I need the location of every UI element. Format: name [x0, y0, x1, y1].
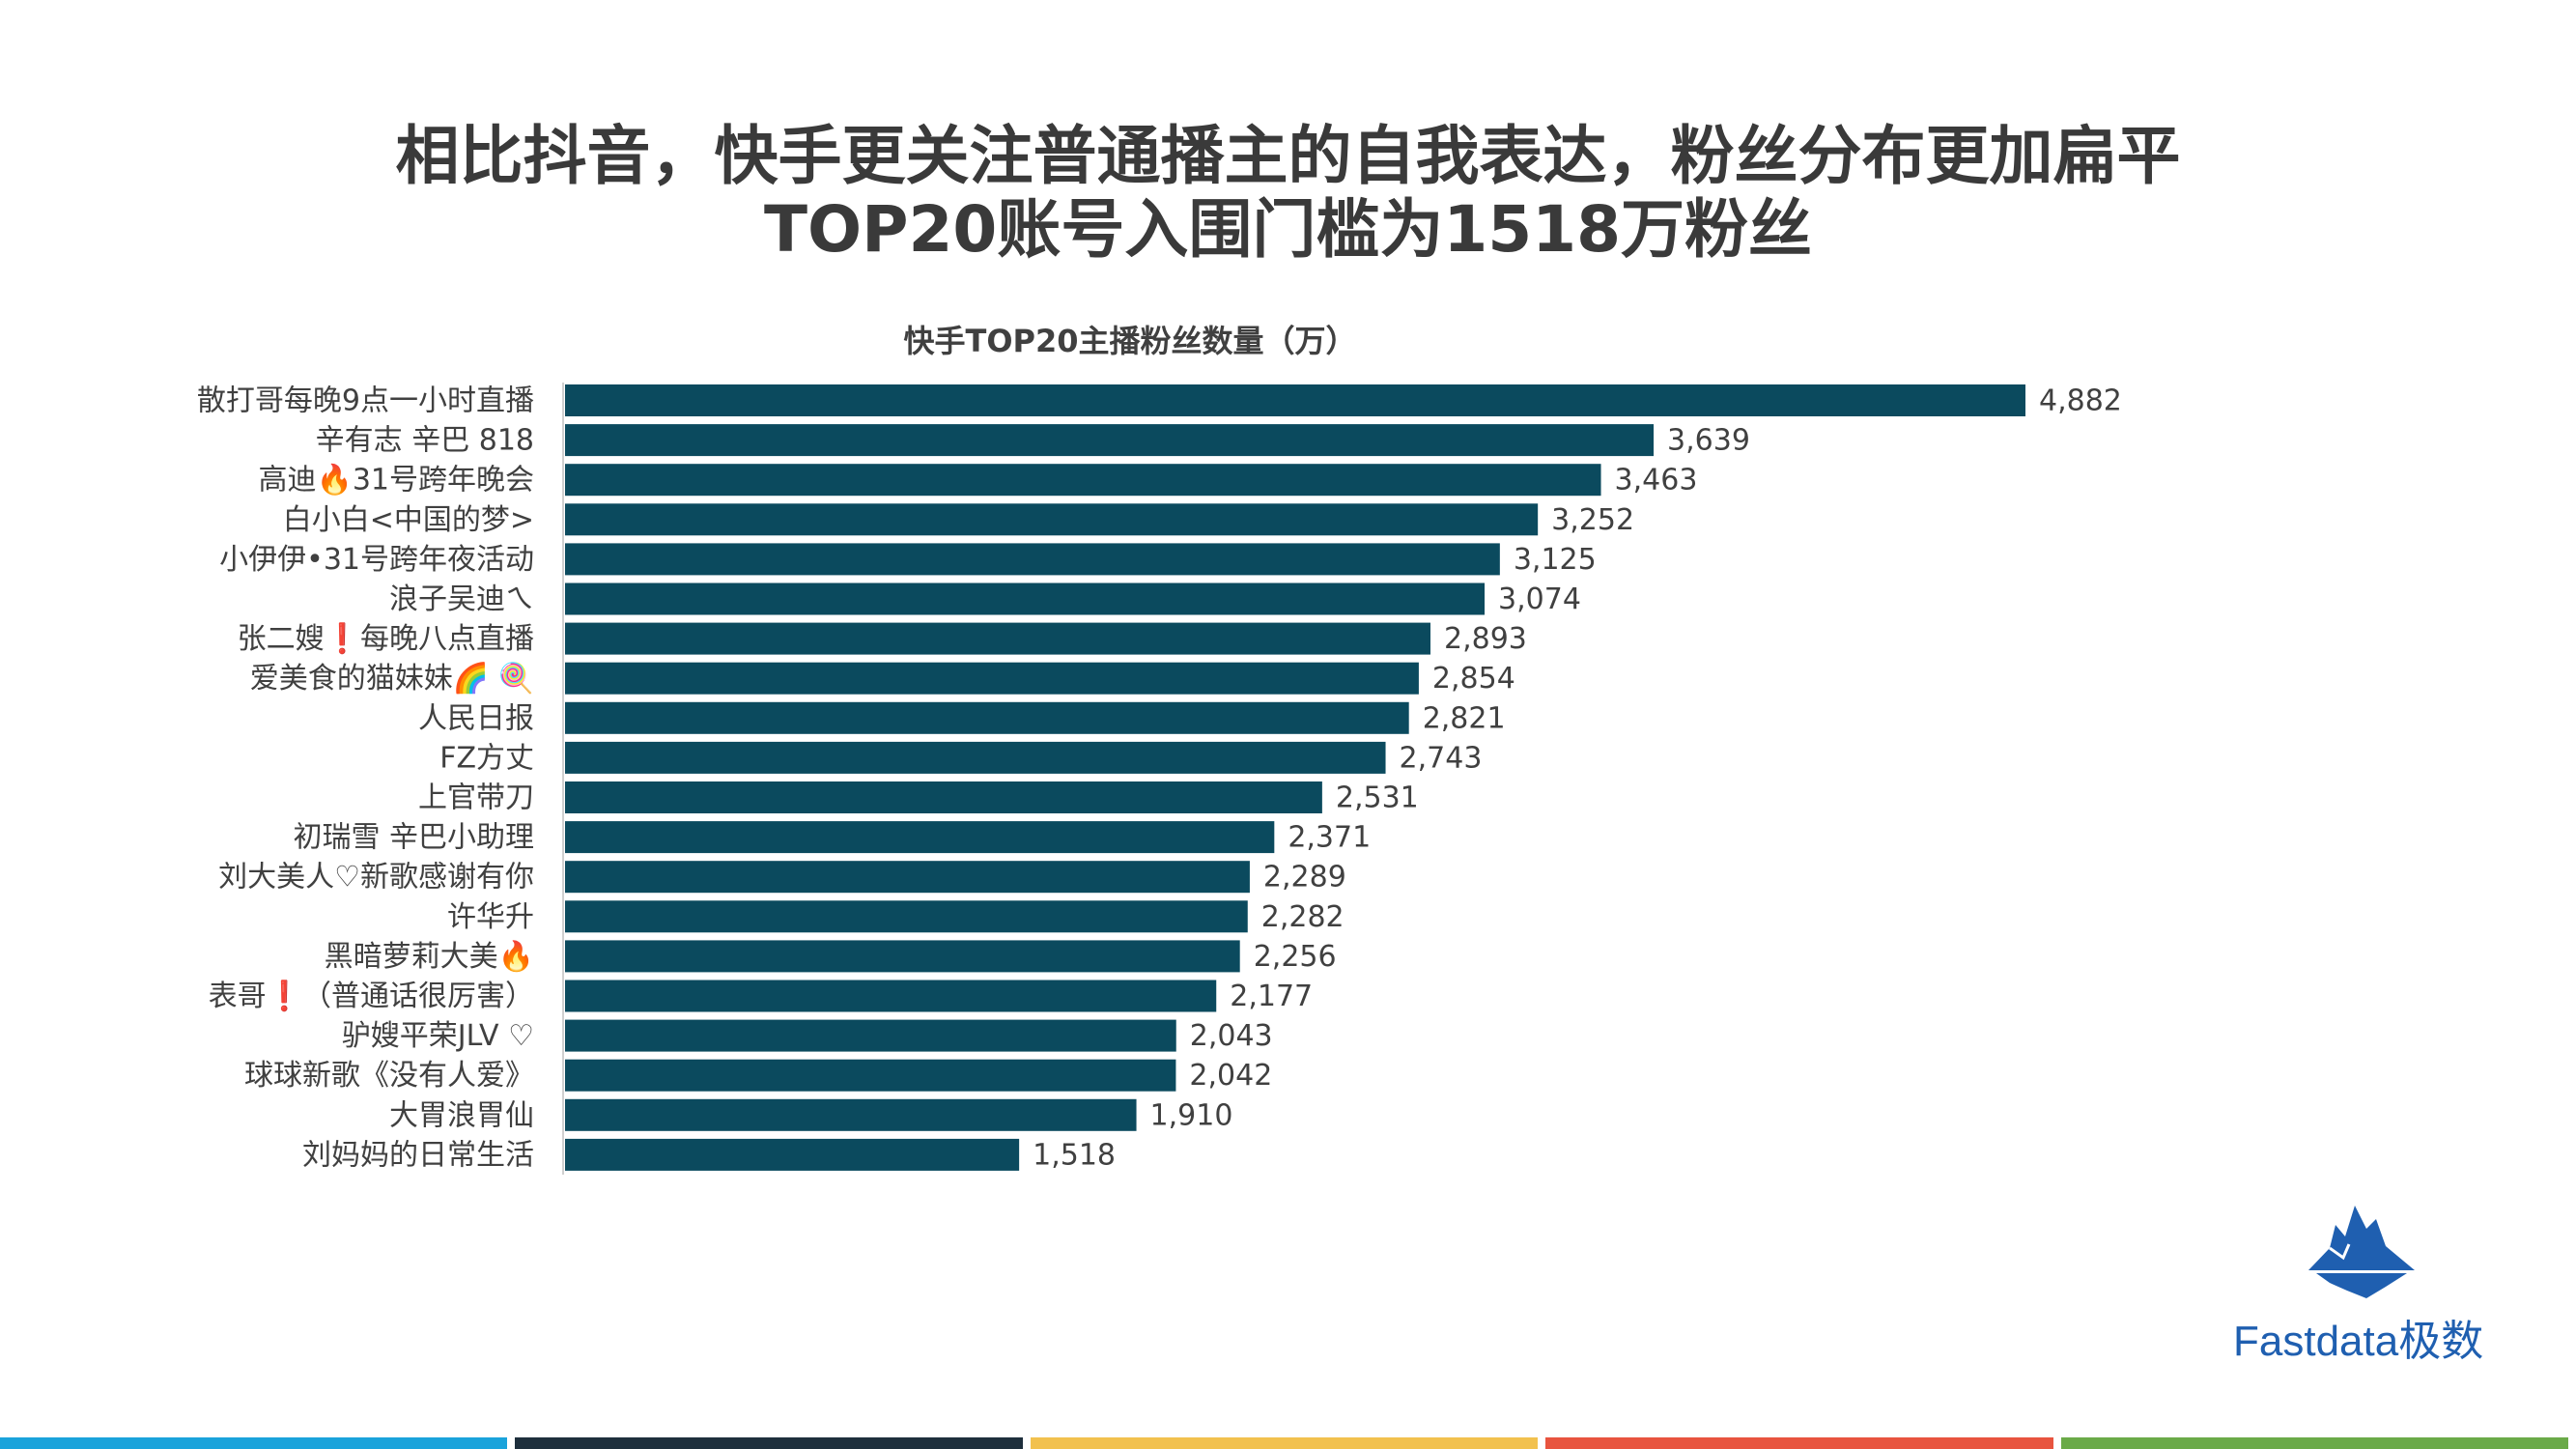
- bar-16: [565, 980, 1217, 1012]
- footer-stripe-2: [515, 1437, 1023, 1449]
- category-label-12: 初瑞雪 辛巴小助理: [293, 821, 534, 855]
- bar-3: [565, 464, 1601, 497]
- category-label-19: 大胃浪胃仙: [389, 1098, 534, 1132]
- footer-stripe-5: [2060, 1437, 2568, 1449]
- value-label-20: 1,518: [1033, 1138, 1116, 1172]
- bar-7: [565, 622, 1430, 655]
- value-label-14: 2,282: [1261, 900, 1345, 934]
- iceberg-icon: [2308, 1206, 2415, 1298]
- value-label-1: 4,882: [2039, 384, 2122, 418]
- chart-title: 快手TOP20主播粉丝数量（万）: [903, 323, 1356, 359]
- category-label-4: 白小白<中国的梦>: [283, 503, 534, 537]
- bar-9: [565, 701, 1409, 734]
- value-label-3: 3,463: [1615, 464, 1698, 497]
- category-label-14: 许华升: [447, 900, 534, 934]
- bar-8: [565, 662, 1419, 695]
- value-label-11: 2,531: [1336, 781, 1419, 815]
- value-label-7: 2,893: [1444, 622, 1527, 656]
- bar-11: [565, 781, 1322, 813]
- bar-18: [565, 1059, 1176, 1092]
- value-label-10: 2,743: [1400, 741, 1483, 775]
- value-label-17: 2,043: [1190, 1019, 1273, 1053]
- category-label-11: 上官带刀: [418, 781, 534, 815]
- logo-text: Fastdata极数: [2233, 1318, 2484, 1365]
- value-label-16: 2,177: [1230, 980, 1313, 1013]
- category-label-10: FZ方丈: [439, 741, 534, 775]
- value-label-6: 3,074: [1498, 582, 1581, 616]
- bar-13: [565, 861, 1250, 894]
- category-label-2: 辛有志 辛巴 818: [316, 424, 534, 458]
- category-label-13: 刘大美人♡新歌感谢有你: [218, 861, 534, 895]
- footer-stripe-4: [1545, 1437, 2053, 1449]
- value-label-5: 3,125: [1514, 543, 1597, 577]
- category-label-20: 刘妈妈的日常生活: [302, 1138, 534, 1172]
- value-label-15: 2,256: [1254, 940, 1337, 974]
- category-label-9: 人民日报: [418, 701, 534, 735]
- category-label-16: 表哥❗（普通话很厉害）: [209, 979, 534, 1013]
- bar-5: [565, 543, 1500, 576]
- value-label-18: 2,042: [1189, 1059, 1272, 1093]
- value-label-13: 2,289: [1263, 861, 1346, 895]
- bar-6: [565, 582, 1486, 615]
- bar-10: [565, 741, 1386, 774]
- footer-stripe-3: [1030, 1437, 1539, 1449]
- category-label-5: 小伊伊•31号跨年夜活动: [219, 543, 534, 577]
- bar-2: [565, 424, 1655, 457]
- bar-14: [565, 900, 1248, 933]
- category-label-15: 黑暗萝莉大美🔥: [325, 939, 534, 974]
- page-title-line-2: TOP20账号入围门槛为1518万粉丝: [763, 192, 1813, 267]
- value-label-8: 2,854: [1432, 662, 1515, 696]
- bars-group: 散打哥每晚9点一小时直播 4,882 辛有志 辛巴 818 3,639 高迪🔥31号跨年…: [197, 384, 2122, 1173]
- bar-17: [565, 1019, 1176, 1052]
- category-label-7: 张二嫂❗每晚八点直播: [238, 621, 534, 656]
- bar-12: [565, 821, 1275, 854]
- category-label-3: 高迪🔥31号跨年晚会: [258, 463, 534, 497]
- category-label-6: 浪子吴迪ㄟ: [389, 582, 534, 616]
- value-label-4: 3,252: [1551, 503, 1634, 537]
- value-label-2: 3,639: [1667, 424, 1750, 458]
- bar-1: [565, 384, 2025, 416]
- category-label-1: 散打哥每晚9点一小时直播: [197, 384, 534, 418]
- fastdata-logo: [2222, 1198, 2511, 1372]
- category-label-8: 爱美食的猫妹妹🌈 🍭: [250, 659, 534, 696]
- bar-4: [565, 503, 1539, 536]
- footer-stripe-1: [0, 1437, 508, 1449]
- value-label-9: 2,821: [1423, 701, 1506, 735]
- bar-19: [565, 1098, 1137, 1131]
- value-label-12: 2,371: [1288, 821, 1371, 855]
- value-label-19: 1,910: [1150, 1098, 1233, 1132]
- category-label-18: 球球新歌《没有人爱》: [244, 1059, 534, 1093]
- category-label-17: 驴嫂平荣JLV ♡: [342, 1019, 534, 1053]
- page-title-line-1: 相比抖音，快手更关注普通播主的自我表达，粉丝分布更加扁平: [395, 119, 2181, 193]
- bar-20: [565, 1138, 1020, 1171]
- bar-chart: 快手TOP20主播粉丝数量（万） 散打哥每晚9点一小时直播 4,882 辛有志 辛巴…: [197, 323, 2122, 1175]
- bar-15: [565, 940, 1240, 973]
